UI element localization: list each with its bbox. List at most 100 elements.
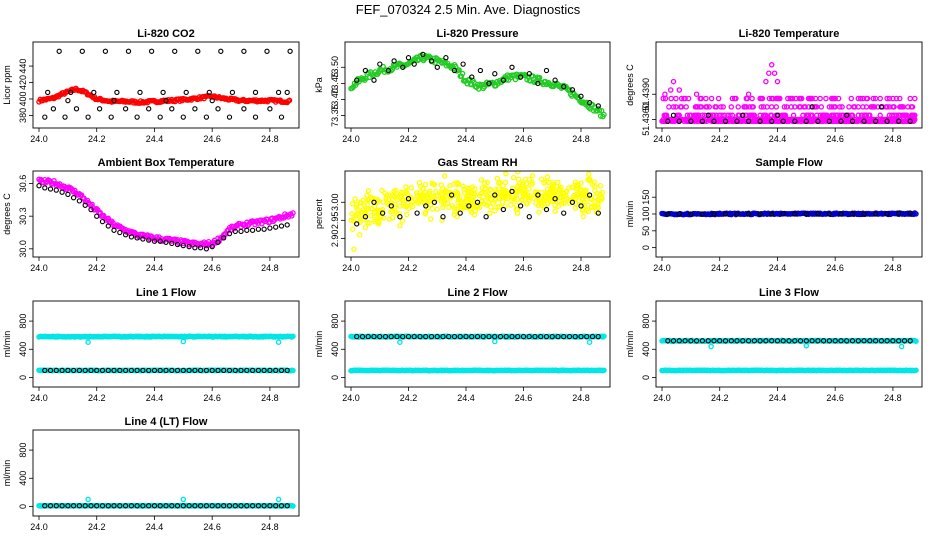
data-point xyxy=(780,338,786,344)
data-point xyxy=(431,181,438,188)
data-point xyxy=(478,177,485,183)
data-point xyxy=(536,197,543,203)
data-point xyxy=(397,203,403,209)
data-point xyxy=(88,206,94,213)
data-point xyxy=(685,95,692,102)
plot-frame xyxy=(655,300,923,388)
data-point xyxy=(815,338,821,344)
data-point xyxy=(678,104,685,110)
data-point xyxy=(837,104,843,110)
data-point xyxy=(440,214,446,220)
data-point xyxy=(215,367,221,374)
data-point xyxy=(500,206,507,213)
data-point xyxy=(585,208,591,215)
data-point xyxy=(125,48,132,54)
data-point xyxy=(447,183,453,189)
data-point xyxy=(734,118,740,124)
x-tick-label: 24.8 xyxy=(261,393,279,403)
data-point xyxy=(267,106,273,112)
data-point xyxy=(484,179,491,186)
data-point xyxy=(536,74,543,81)
data-point xyxy=(698,95,705,102)
data-point xyxy=(383,195,390,201)
data-point xyxy=(890,95,896,102)
data-points xyxy=(348,171,606,252)
data-point xyxy=(209,503,215,509)
data-point xyxy=(493,187,499,193)
data-point xyxy=(803,211,809,217)
data-point xyxy=(857,95,864,102)
data-point xyxy=(786,338,792,344)
data-point xyxy=(226,503,233,509)
data-point xyxy=(362,224,369,231)
data-point xyxy=(215,239,221,245)
data-point xyxy=(422,189,429,196)
data-point xyxy=(47,186,54,192)
data-point xyxy=(744,95,751,102)
data-point xyxy=(561,83,567,90)
x-tick-label: 24.2 xyxy=(88,393,106,403)
data-point xyxy=(399,197,406,204)
data-point xyxy=(844,112,850,118)
data-point xyxy=(414,210,420,216)
data-point xyxy=(440,204,446,210)
data-point xyxy=(893,112,900,119)
data-point xyxy=(552,77,558,83)
data-point xyxy=(514,206,521,213)
data-point xyxy=(454,192,461,199)
data-point xyxy=(572,179,579,185)
data-point xyxy=(451,67,458,74)
data-point xyxy=(122,367,129,374)
data-point xyxy=(907,95,913,102)
panel-8: Line 2 Flow ml/min 24.0 24.2 24.4 24.6 24.8 0 40… xyxy=(314,287,611,403)
data-point xyxy=(221,235,227,241)
data-point xyxy=(688,338,694,344)
data-point xyxy=(59,367,65,374)
data-point xyxy=(82,367,88,374)
data-point xyxy=(481,180,488,186)
data-point xyxy=(901,338,908,344)
data-point xyxy=(809,95,815,102)
data-point xyxy=(232,228,238,235)
data-point xyxy=(482,185,489,192)
plot-frame xyxy=(344,300,611,388)
data-point xyxy=(601,111,607,118)
data-point xyxy=(676,338,682,344)
data-point xyxy=(798,95,805,102)
data-point xyxy=(496,203,503,210)
data-point xyxy=(492,338,498,345)
data-points xyxy=(348,333,607,374)
data-point xyxy=(50,106,57,112)
data-point xyxy=(514,210,521,216)
x-tick-label: 24.4 xyxy=(146,263,164,273)
x-tick-label: 24.4 xyxy=(769,134,787,144)
data-point xyxy=(828,104,835,110)
data-point xyxy=(469,74,475,80)
data-point xyxy=(96,106,103,112)
data-point xyxy=(487,210,493,217)
x-tick-label: 24.6 xyxy=(203,522,221,532)
data-point xyxy=(290,503,296,509)
data-point xyxy=(802,104,808,110)
data-point xyxy=(543,333,550,340)
data-point xyxy=(855,338,861,344)
data-point xyxy=(788,104,795,110)
data-point xyxy=(111,97,117,104)
data-point xyxy=(252,114,259,120)
data-points xyxy=(36,496,296,509)
data-point xyxy=(45,89,51,96)
data-point xyxy=(388,203,394,209)
data-point xyxy=(226,367,233,374)
data-point xyxy=(348,217,355,224)
panel-9: Line 3 Flow ml/min 24.0 24.2 24.4 24.6 24.8 0 40… xyxy=(625,287,923,403)
data-point xyxy=(264,48,270,54)
data-point xyxy=(693,338,700,344)
data-point xyxy=(68,89,74,96)
data-point xyxy=(59,503,65,509)
data-point xyxy=(676,211,682,217)
data-point xyxy=(423,203,429,209)
data-point xyxy=(384,200,391,207)
data-point xyxy=(586,192,593,198)
data-point xyxy=(503,333,509,340)
data-point xyxy=(157,238,163,244)
